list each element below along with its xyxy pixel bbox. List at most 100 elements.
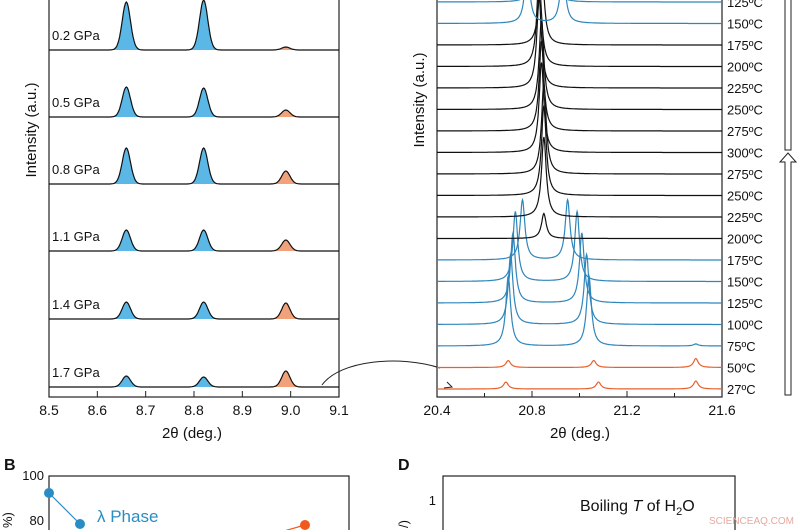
other-series-line bbox=[285, 524, 306, 530]
connector-arrow bbox=[321, 360, 441, 386]
traces-left: 0.2 GPa 0.5 GPa 0.8 GPa 1.1 GPa 1.4 GPa 1.7 G… bbox=[49, 0, 339, 388]
peak-fill bbox=[102, 376, 151, 387]
peak-fill bbox=[102, 230, 151, 251]
boiling-italic: T bbox=[632, 498, 643, 515]
y-tick-80: 80 bbox=[30, 513, 44, 528]
temperature-label: 225ºC bbox=[727, 210, 763, 225]
boiling-sub: 2 bbox=[676, 506, 682, 518]
plot-frame-d bbox=[442, 475, 736, 530]
peak-fill bbox=[261, 371, 310, 387]
trace-line bbox=[437, 0, 722, 68]
pressure-label: 0.2 GPa bbox=[52, 28, 100, 43]
temperature-label: 200ºC bbox=[727, 232, 763, 247]
x-tick-label: 8.8 bbox=[184, 402, 204, 418]
peak-fill bbox=[179, 88, 228, 117]
peak-fill bbox=[102, 148, 151, 184]
trace-line bbox=[437, 357, 722, 369]
temperature-label: 150ºC bbox=[727, 17, 763, 32]
trace-line bbox=[437, 40, 722, 132]
temperature-label: 200ºC bbox=[727, 60, 763, 75]
lambda-phase-label: λ Phase bbox=[97, 507, 158, 526]
traces-right bbox=[437, 0, 722, 390]
watermark: SCIENCEAQ.COM bbox=[709, 516, 794, 527]
x-tick-label: 9.0 bbox=[281, 402, 301, 418]
temperature-label: 75ºC bbox=[727, 339, 756, 354]
temperature-label: 125ºC bbox=[727, 296, 763, 311]
temperature-label: 175ºC bbox=[727, 38, 763, 53]
panel-d: D 1 /) Boiling T of H2O SCIENCEAQ.COM bbox=[396, 457, 794, 530]
pressure-label: 1.1 GPa bbox=[52, 229, 100, 244]
trace-line bbox=[49, 370, 339, 388]
peak-fill bbox=[179, 148, 228, 184]
x-tick-label: 8.9 bbox=[233, 402, 253, 418]
peak-fill bbox=[179, 302, 228, 319]
x-ticks-left: 8.5 8.6 8.7 8.8 8.9 9.0 9.1 bbox=[39, 391, 349, 418]
trace-line bbox=[49, 301, 339, 320]
peak-fill bbox=[179, 230, 228, 251]
peak-fill bbox=[261, 303, 310, 319]
boiling-point-label: Boiling T of H2O bbox=[580, 498, 695, 518]
trace-line bbox=[49, 229, 339, 252]
trace-line bbox=[49, 0, 339, 51]
temperature-label: 300ºC bbox=[727, 146, 763, 161]
trace-line bbox=[437, 209, 722, 283]
temperature-label: 50ºC bbox=[727, 361, 756, 376]
temperature-label: 250ºC bbox=[727, 189, 763, 204]
panel-temperature-xrd: Intensity (a.u.) 2θ (deg.) 20.4 20.8 21.2 2… bbox=[411, 0, 798, 442]
y-tick-1: 1 bbox=[429, 493, 436, 508]
y-tick-100: 100 bbox=[22, 468, 44, 483]
panel-label-b: B bbox=[4, 457, 16, 474]
trace-line bbox=[437, 105, 722, 197]
temperature-label: 175ºC bbox=[727, 253, 763, 268]
lambda-point bbox=[44, 488, 54, 498]
temperature-label: 225ºC bbox=[727, 81, 763, 96]
x-axis-label-right: 2θ (deg.) bbox=[550, 425, 610, 442]
lambda-series-line bbox=[48, 492, 81, 525]
trace-line bbox=[437, 136, 722, 218]
other-phase-point bbox=[300, 520, 310, 530]
pressure-label: 0.5 GPa bbox=[52, 95, 100, 110]
peak-fill bbox=[102, 87, 151, 117]
boiling-mid: of H bbox=[642, 498, 676, 515]
y-axis-label-left: Intensity (a.u.) bbox=[23, 82, 40, 177]
plot-frame-left bbox=[48, 0, 340, 398]
trace-line bbox=[437, 0, 722, 3]
peak-fill bbox=[261, 171, 310, 184]
x-axis-label-left: 2θ (deg.) bbox=[162, 425, 222, 442]
panel-b: B 100 80 %) λ Phase bbox=[0, 457, 350, 530]
temperature-label: 27ºC bbox=[727, 382, 756, 397]
trace-line bbox=[437, 212, 722, 240]
x-tick-label: 8.7 bbox=[136, 402, 156, 418]
trace-line bbox=[437, 273, 722, 347]
peak-fill bbox=[261, 110, 310, 117]
peak-fill bbox=[179, 377, 228, 387]
temperature-label: 100ºC bbox=[727, 318, 763, 333]
peak-fill bbox=[102, 2, 151, 50]
temperature-label: 275ºC bbox=[727, 124, 763, 139]
panel-pressure-xrd: Intensity (a.u.) 2θ (deg.) 0.2 GPa 0.5 GP… bbox=[23, 0, 349, 442]
trace-line bbox=[437, 0, 722, 89]
lambda-point bbox=[75, 519, 85, 529]
x-tick-label: 20.4 bbox=[423, 402, 450, 418]
temperature-label: 250ºC bbox=[727, 103, 763, 118]
plot-frame-b bbox=[48, 475, 350, 530]
connector-arrowhead bbox=[443, 381, 454, 389]
peak-fill bbox=[261, 47, 310, 50]
trace-line bbox=[437, 0, 722, 46]
cooling-arrow-icon bbox=[784, 0, 792, 151]
x-tick-label: 21.2 bbox=[613, 402, 640, 418]
peak-fill bbox=[102, 302, 151, 319]
y-axis-label-d: /) bbox=[396, 520, 411, 528]
peak-fill bbox=[261, 240, 310, 251]
trace-line bbox=[437, 19, 722, 111]
x-tick-label: 8.5 bbox=[39, 402, 59, 418]
x-tick-label: 20.8 bbox=[518, 402, 545, 418]
trace-line bbox=[49, 86, 339, 118]
y-axis-label-b: %) bbox=[0, 512, 15, 528]
boiling-post: O bbox=[682, 498, 694, 515]
pressure-label: 1.4 GPa bbox=[52, 297, 100, 312]
trace-line bbox=[49, 147, 339, 185]
pressure-label: 0.8 GPa bbox=[52, 162, 100, 177]
